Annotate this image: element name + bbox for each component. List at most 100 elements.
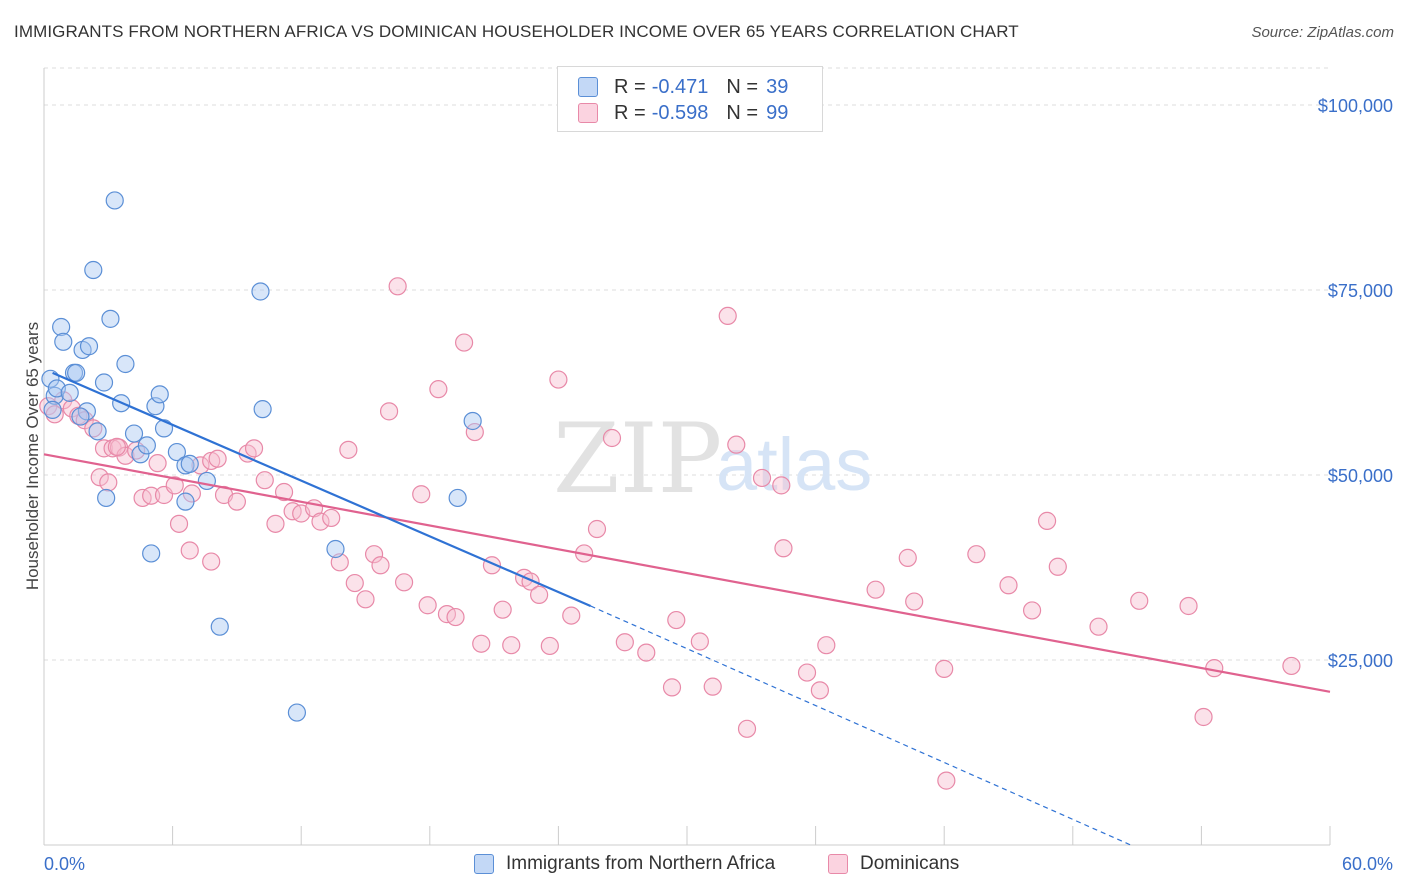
dominicans-point [562, 606, 581, 625]
y-tick-label: $50,000 [1328, 466, 1393, 486]
dominicans-point [905, 592, 924, 611]
northern-africa-point [326, 539, 345, 559]
dominicans-point [774, 539, 793, 558]
dominicans-point [772, 476, 791, 495]
dominicans-point [472, 634, 491, 653]
pink-swatch-icon [828, 854, 848, 874]
dominicans-point [935, 659, 954, 678]
northern-africa-point [79, 337, 99, 356]
dominicans-point [1089, 617, 1108, 636]
y-tick-label: $100,000 [1318, 96, 1393, 116]
dominicans-point [1130, 591, 1149, 610]
dominicans-point [388, 277, 407, 296]
northern-africa-point [154, 419, 174, 438]
dominicans-point [412, 485, 431, 504]
correlation-legend: R = -0.471 N = 39 R = -0.598 N = 99 [557, 66, 823, 132]
northern-africa-point [94, 373, 114, 392]
northern-africa-point [45, 386, 64, 405]
dominicans-point [322, 508, 341, 528]
dominicans-point [90, 468, 109, 487]
dominicans-point [1179, 596, 1198, 616]
dominicans-point [418, 596, 437, 615]
dominicans-point [169, 514, 189, 533]
northern-africa-point [124, 424, 144, 443]
trend-lines [43, 371, 1331, 846]
dominicans-point [637, 643, 656, 662]
dominicans-point [1194, 707, 1213, 727]
dominicans-point [1037, 511, 1057, 530]
dominicans-point [737, 719, 757, 738]
y-tick-label: $75,000 [1328, 281, 1393, 301]
legend-n-value: 39 [766, 75, 789, 98]
dominicans-point [493, 600, 512, 619]
northern-africa-points [41, 191, 482, 722]
dominicans-point [662, 678, 682, 697]
northern-africa-point [71, 407, 90, 426]
dominicans-point [898, 548, 917, 567]
dominicans-point [1048, 557, 1067, 576]
dominicans-point [540, 636, 559, 656]
dominicans-point [718, 306, 737, 325]
dominicans-point [274, 482, 294, 502]
series-legend-dominicans: Dominicans [828, 852, 959, 876]
watermark-zip: ZIP [553, 403, 722, 515]
series-name: Dominicans [860, 853, 960, 874]
northern-africa-trend-extension [590, 605, 1131, 846]
blue-swatch-icon [578, 77, 598, 97]
dominicans-point [465, 422, 484, 442]
dominicans-point [180, 541, 199, 560]
series-legend-northern-africa: Immigrants from Northern Africa [474, 852, 775, 876]
dominicans-point [107, 437, 126, 456]
northern-africa-point [253, 400, 272, 419]
northern-africa-point [180, 454, 199, 473]
dominicans-point [202, 552, 221, 571]
x-tick-label-min: 0.0% [44, 854, 85, 874]
legend-r-value: -0.598 [651, 101, 709, 124]
legend-row-northern-africa: R = -0.471 N = 39 [578, 75, 788, 99]
northern-africa-point [60, 383, 79, 402]
dominicans-point [866, 580, 885, 599]
dominicans-point [165, 476, 184, 495]
dominicans-point [727, 435, 746, 454]
dominicans-point [339, 440, 358, 459]
dominicans-point [255, 471, 274, 490]
northern-africa-point [176, 492, 195, 511]
legend-n-label: N = [726, 101, 759, 124]
dominicans-point [810, 681, 829, 700]
dominicans-point [549, 370, 568, 389]
dominicans-point [227, 492, 246, 511]
northern-africa-point [84, 260, 103, 280]
y-tick-label: $25,000 [1328, 651, 1393, 671]
legend-r-label: R = [614, 101, 646, 124]
legend-n-label: N = [726, 75, 759, 98]
blue-swatch-icon [474, 854, 494, 874]
dominicans-point [615, 633, 634, 652]
dominicans-point [379, 402, 399, 421]
northern-africa-point [43, 400, 62, 419]
series-name: Immigrants from Northern Africa [506, 853, 776, 874]
dominicans-point [311, 512, 330, 531]
dominicans-point [690, 632, 709, 651]
dominicans-point [364, 545, 384, 564]
dominicans-point [817, 636, 836, 655]
northern-africa-point [142, 544, 161, 563]
dominicans-point [752, 468, 772, 488]
northern-africa-point [167, 442, 186, 462]
northern-africa-point [197, 471, 216, 491]
dominicans-point [345, 573, 364, 593]
dominicans-points [39, 277, 1301, 790]
northern-africa-point [52, 317, 71, 337]
northern-africa-point [54, 332, 73, 351]
northern-africa-point [287, 703, 307, 722]
northern-africa-point [150, 385, 169, 404]
northern-africa-point [463, 411, 482, 431]
dominicans-point [148, 454, 167, 473]
dominicans-point [1282, 656, 1301, 676]
northern-africa-point [137, 436, 156, 455]
northern-africa-point [101, 309, 120, 328]
northern-africa-point [67, 363, 86, 382]
dominicans-point [502, 636, 521, 655]
legend-r-value: -0.471 [651, 75, 709, 98]
northern-africa-point [105, 191, 124, 210]
